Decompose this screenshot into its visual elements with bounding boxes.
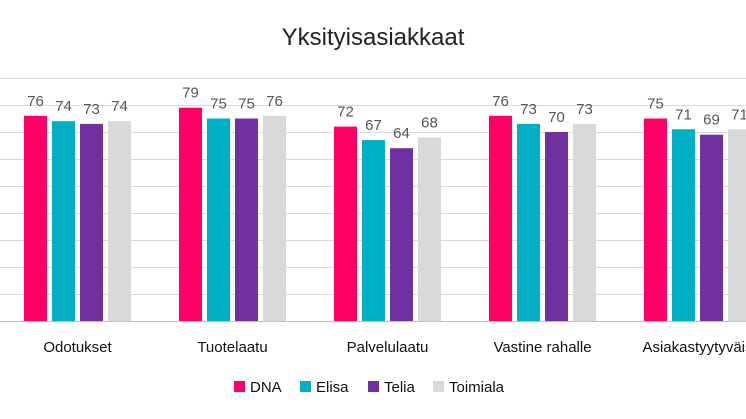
bar-toimiala-2 bbox=[263, 115, 286, 321]
bar-telia-2 bbox=[235, 118, 258, 321]
data-label: 74 bbox=[55, 98, 72, 115]
legend-label: Elisa bbox=[316, 379, 349, 396]
legend-swatch bbox=[300, 381, 311, 392]
bar-elisa-4 bbox=[517, 123, 540, 322]
data-label: 67 bbox=[365, 117, 382, 134]
data-label: 75 bbox=[238, 96, 255, 113]
bar-elisa-1 bbox=[52, 121, 75, 321]
bar-dna-5 bbox=[644, 118, 667, 321]
legend-swatch bbox=[433, 381, 444, 392]
data-label: 73 bbox=[576, 101, 593, 118]
legend-label: Toimiala bbox=[449, 379, 505, 396]
data-label: 76 bbox=[492, 93, 509, 110]
legend-item-toimiala: Toimiala bbox=[433, 379, 505, 396]
bar-toimiala-4 bbox=[573, 123, 596, 322]
chart-title: Yksityisasiakkaat bbox=[282, 24, 465, 51]
category-label: Asiakastyytyväis bbox=[642, 339, 746, 356]
data-label: 79 bbox=[182, 85, 199, 102]
bar-telia-1 bbox=[80, 123, 103, 322]
bar-dna-4 bbox=[489, 115, 512, 321]
legend-item-dna: DNA bbox=[234, 379, 282, 396]
data-label: 68 bbox=[421, 114, 438, 131]
data-label: 71 bbox=[675, 106, 692, 123]
category-label: Vastine rahalle bbox=[493, 339, 591, 356]
bar-toimiala-1 bbox=[108, 121, 131, 321]
bar-elisa-3 bbox=[362, 140, 385, 321]
bar-dna-3 bbox=[334, 126, 357, 321]
legend-swatch bbox=[234, 381, 245, 392]
data-label: 64 bbox=[393, 125, 410, 142]
category-label: Palvelulaatu bbox=[347, 339, 429, 356]
bar-elisa-2 bbox=[207, 118, 230, 321]
bar-toimiala-3 bbox=[418, 137, 441, 321]
legend-label: DNA bbox=[250, 379, 282, 396]
bar-dna-2 bbox=[179, 107, 202, 321]
bar-toimiala-5 bbox=[728, 129, 746, 321]
legend-label: Telia bbox=[384, 379, 416, 396]
data-label: 73 bbox=[83, 101, 100, 118]
bar-telia-5 bbox=[700, 134, 723, 321]
data-label: 72 bbox=[337, 104, 354, 121]
data-label: 76 bbox=[266, 93, 283, 110]
data-label: 74 bbox=[111, 98, 128, 115]
bars bbox=[24, 107, 746, 322]
category-label: Tuotelaatu bbox=[197, 339, 267, 356]
data-label: 70 bbox=[548, 109, 565, 126]
legend-item-telia: Telia bbox=[368, 379, 416, 396]
bar-elisa-5 bbox=[672, 129, 695, 321]
data-label: 75 bbox=[647, 96, 664, 113]
legend: DNA Elisa Telia Toimiala bbox=[234, 379, 505, 396]
data-label: 71 bbox=[731, 106, 746, 123]
legend-swatch bbox=[368, 381, 379, 392]
data-label: 69 bbox=[703, 112, 720, 129]
bar-dna-1 bbox=[24, 115, 47, 321]
bar-telia-3 bbox=[390, 148, 413, 321]
data-label: 73 bbox=[520, 101, 537, 118]
bar-telia-4 bbox=[545, 132, 568, 321]
legend-item-elisa: Elisa bbox=[300, 379, 349, 396]
category-labels: Odotukset Tuotelaatu Palvelulaatu Vastine r… bbox=[43, 339, 746, 356]
data-labels: 76 74 73 74 79 75 75 76 72 67 64 68 76 73 70 73 75 71 69 71 bbox=[27, 85, 746, 143]
data-label: 75 bbox=[210, 96, 227, 113]
category-label: Odotukset bbox=[43, 339, 112, 356]
data-label: 76 bbox=[27, 93, 44, 110]
